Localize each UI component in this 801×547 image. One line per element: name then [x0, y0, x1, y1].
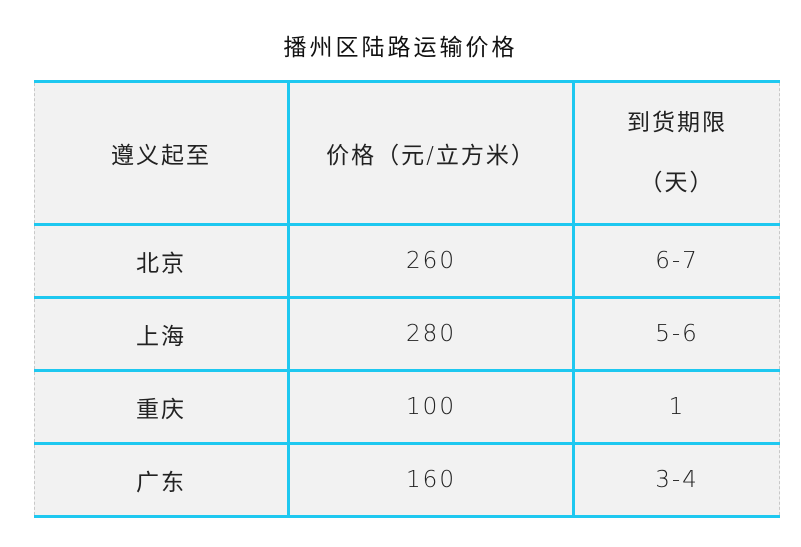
header-price: 价格（元/立方米）	[287, 80, 575, 226]
table-row: 上海 280 5-6	[34, 296, 780, 372]
table-row: 重庆 100 1	[34, 369, 780, 445]
header-delivery-line2: （天）	[639, 170, 715, 196]
cell-days: 5-6	[572, 296, 780, 372]
cell-price: 160	[287, 442, 575, 518]
cell-dest: 北京	[34, 223, 290, 299]
cell-price: 280	[287, 296, 575, 372]
header-delivery: 到货期限 （天）	[572, 80, 780, 226]
header-origin: 遵义起至	[34, 80, 290, 226]
table-row: 广东 160 3-4	[34, 442, 780, 518]
cell-days: 3-4	[572, 442, 780, 518]
cell-price: 100	[287, 369, 575, 445]
cell-days: 6-7	[572, 223, 780, 299]
cell-dest: 重庆	[34, 369, 290, 445]
header-delivery-line1: 到货期限	[627, 110, 727, 136]
cell-days: 1	[572, 369, 780, 445]
table-header-row: 遵义起至 价格（元/立方米） 到货期限 （天）	[34, 80, 780, 226]
page-title: 播州区陆路运输价格	[283, 35, 518, 61]
table-row: 北京 260 6-7	[34, 223, 780, 299]
cell-dest: 广东	[34, 442, 290, 518]
price-table: 遵义起至 价格（元/立方米） 到货期限 （天） 北京 260 6-7 上海 280 5-6…	[34, 80, 780, 518]
cell-price: 260	[287, 223, 575, 299]
cell-dest: 上海	[34, 296, 290, 372]
